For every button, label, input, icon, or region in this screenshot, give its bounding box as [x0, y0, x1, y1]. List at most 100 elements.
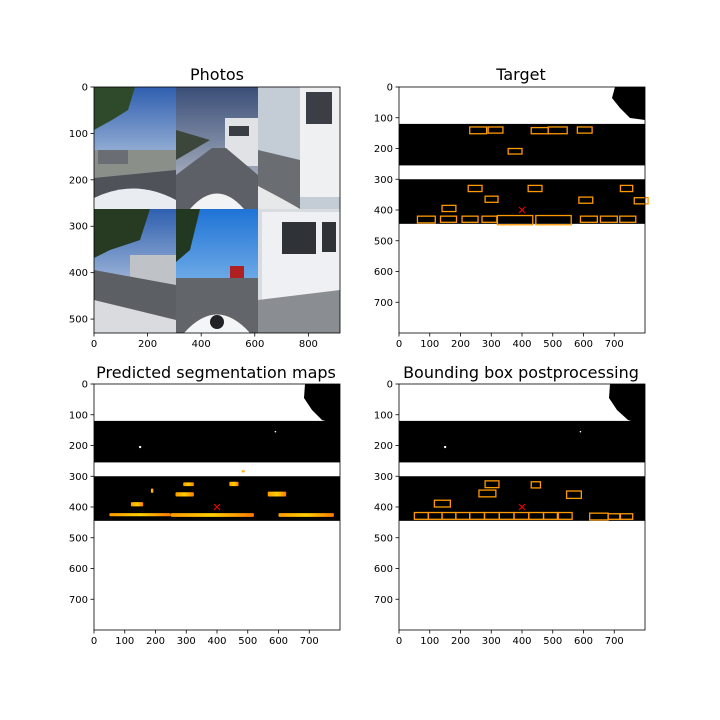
target-box — [461, 215, 479, 223]
target-ytick-label: 500 — [374, 236, 393, 247]
target-ytick-label: 200 — [374, 144, 393, 155]
bbox-box — [478, 489, 497, 498]
pred-panel: 0 100 200 300 400 500 600 700 0 100 200 300 400 500 60… — [69, 380, 341, 647]
bbox-box — [484, 480, 500, 489]
photos-ytick-label: 300 — [69, 222, 88, 233]
bbox-axes: 0 100 200 300 400 500 600 700 0 100 200 300 400 500 60… — [374, 380, 646, 647]
pred-blob — [267, 491, 287, 497]
pred-blob — [109, 513, 171, 517]
photos-xtick-label: 600 — [245, 339, 264, 350]
pred-ego-marker — [213, 503, 221, 511]
bbox-road-band — [399, 420, 645, 463]
bbox-xtick-label: 400 — [512, 636, 531, 647]
pred-ytick-label: 0 — [82, 380, 88, 391]
pred-xtick-label: 100 — [115, 636, 134, 647]
bbox-speck — [443, 445, 447, 449]
bbox-box — [542, 511, 559, 520]
pred-blob — [229, 481, 239, 487]
pred-blob — [278, 513, 334, 517]
photos-frame — [93, 86, 341, 334]
camera-tile-rear-right — [258, 209, 340, 333]
pred-xtick-label: 700 — [300, 636, 319, 647]
bbox-box — [530, 481, 542, 489]
bbox-xtick-label: 100 — [420, 636, 439, 647]
target-box — [599, 215, 618, 223]
pred-ego-x — [213, 503, 221, 511]
pred-corner-blob — [304, 384, 340, 425]
target-box — [633, 197, 649, 205]
photo-mosaic — [94, 87, 340, 333]
pred-ytick-label: 400 — [69, 503, 88, 514]
target-box — [484, 195, 499, 203]
target-corner-blob — [612, 87, 645, 120]
camera-tile-front — [176, 87, 258, 209]
pred-axes: 0 100 200 300 400 500 600 700 0 100 200 300 400 500 60… — [69, 380, 341, 647]
camera-tile-rear — [176, 209, 258, 333]
bbox-ytick-label: 700 — [374, 595, 393, 606]
bbox-ytick-label: 200 — [374, 441, 393, 452]
target-xtick-label: 0 — [396, 339, 402, 350]
target-road-band — [399, 123, 645, 166]
bbox-xtick-label: 600 — [574, 636, 593, 647]
bbox-ego-marker — [518, 503, 526, 511]
target-ytick-label: 0 — [387, 83, 393, 94]
target-ytick-label: 300 — [374, 175, 393, 186]
pred-xtick-label: 0 — [91, 636, 97, 647]
camera-tile-rear-left — [94, 209, 176, 333]
photos-ytick-label: 100 — [69, 129, 88, 140]
bbox-ytick-label: 300 — [374, 472, 393, 483]
camera-tile-front-right — [258, 87, 340, 209]
bbox-road-bands — [399, 420, 645, 521]
pred-blob — [241, 470, 245, 473]
bbox-xtick-label: 300 — [482, 636, 501, 647]
bbox-xtick-label: 0 — [396, 636, 402, 647]
photos-ytick-label: 200 — [69, 175, 88, 186]
pred-speck — [138, 445, 142, 449]
pred-blob — [183, 482, 194, 487]
target-box — [416, 215, 436, 224]
target-xtick-label: 100 — [420, 339, 439, 350]
panel-title-target: Target — [495, 65, 546, 84]
bbox-box — [433, 499, 452, 508]
target-ytick-label: 400 — [374, 206, 393, 217]
photos-xtick-label: 0 — [91, 339, 97, 350]
target-box — [619, 215, 637, 223]
photos-ytick-label: 500 — [69, 315, 88, 326]
target-xtick-label: 600 — [574, 339, 593, 350]
pred-xtick-label: 300 — [177, 636, 196, 647]
target-box — [579, 215, 598, 223]
pred-blob — [130, 502, 144, 507]
pred-xtick-label: 400 — [207, 636, 226, 647]
target-ytick-label: 600 — [374, 267, 393, 278]
bbox-ytick-label: 500 — [374, 533, 393, 544]
target-box — [535, 214, 572, 226]
bbox-speck — [579, 430, 582, 433]
target-xtick-label: 700 — [605, 339, 624, 350]
pred-blob — [175, 492, 194, 497]
bbox-xtick-label: 700 — [605, 636, 624, 647]
bbox-ego-x — [518, 503, 526, 511]
target-box — [527, 184, 543, 193]
bbox-box — [556, 511, 573, 520]
target-panel: 0 100 200 300 400 500 600 700 0 100 200 300 400 500 60… — [374, 83, 649, 350]
pred-ytick-label: 200 — [69, 441, 88, 452]
pred-blob — [170, 513, 254, 517]
target-xtick-label: 200 — [451, 339, 470, 350]
panel-title-pred: Predicted segmentation maps — [96, 363, 336, 382]
panel-title-bbox: Bounding box postprocessing — [403, 363, 639, 382]
target-ytick-label: 100 — [374, 113, 393, 124]
pred-blob — [150, 488, 154, 493]
target-ego-marker — [518, 206, 526, 214]
pred-xtick-label: 500 — [238, 636, 257, 647]
photos-ytick-label: 0 — [82, 83, 88, 94]
bbox-ytick-label: 600 — [374, 564, 393, 575]
photos-ytick-label: 400 — [69, 268, 88, 279]
target-box — [578, 196, 594, 204]
bbox-box — [619, 513, 634, 520]
pred-ytick-label: 600 — [69, 564, 88, 575]
pred-ytick-label: 300 — [69, 472, 88, 483]
pred-road-band — [94, 420, 340, 463]
bbox-box — [565, 490, 582, 500]
camera-tile-front-left — [94, 87, 176, 209]
